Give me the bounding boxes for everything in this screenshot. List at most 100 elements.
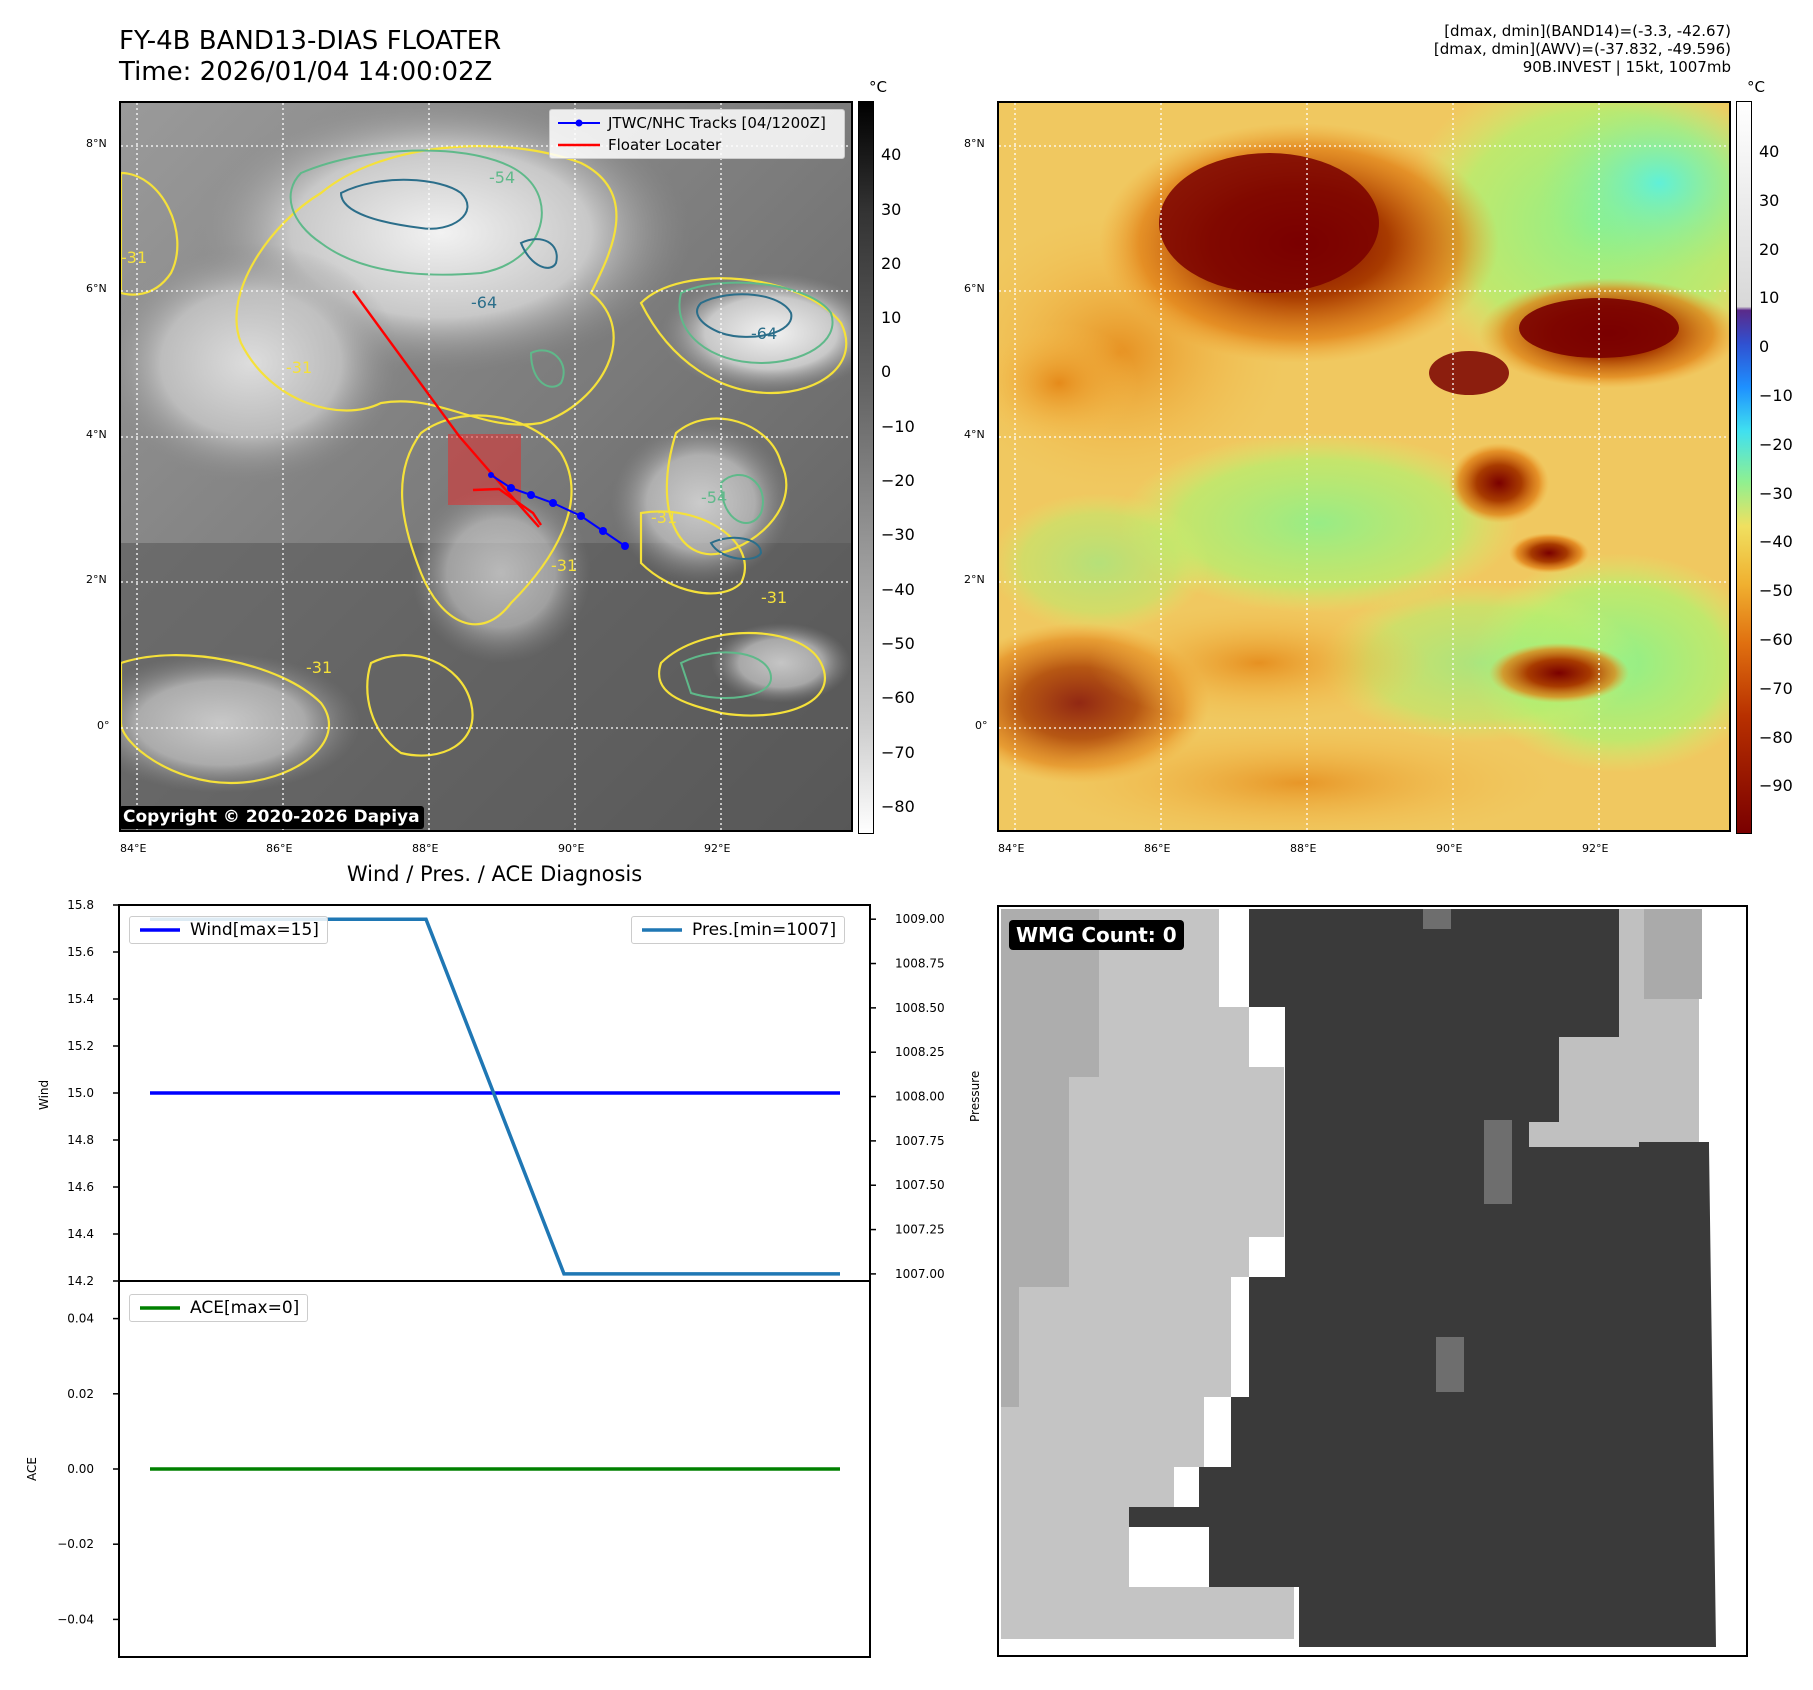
ace-legend: ACE[max=0]: [129, 1294, 309, 1322]
colorbar-awv-tick: 10: [1759, 288, 1780, 307]
track-legend-icon: [558, 119, 600, 127]
colorbar-awv-tick: −30: [1759, 484, 1793, 503]
contour-label-31: -31: [286, 358, 312, 377]
pressure-legend: Pres.[min=1007]: [631, 916, 846, 944]
legend-pres-label: Pres.[min=1007]: [692, 920, 837, 940]
jtwc-track-points: [488, 472, 629, 550]
ir-map-panel: -54 -64 -64 -31 -31 -31 -31 -31 -31 -54 …: [119, 101, 853, 832]
legend-item-ace: ACE[max=0]: [138, 1297, 299, 1319]
colorbar-awv-tick: 40: [1759, 142, 1780, 161]
awv-lat-tick: 4°N: [964, 428, 985, 441]
colorbar-awv-tick: −40: [1759, 532, 1793, 551]
contour-label-54: -54: [489, 168, 515, 187]
title-line-2: Time: 2026/01/04 14:00:02Z: [119, 57, 493, 87]
pressure-tick-label: 1008.75: [895, 957, 945, 971]
pressure-tick-label: 1009.00: [895, 912, 945, 926]
wmg-count-badge: WMG Count: 0: [1009, 920, 1184, 950]
contour-54: [289, 149, 834, 699]
awv-lat-tick: 8°N: [964, 137, 985, 150]
colorbar-awv: [1736, 101, 1752, 834]
colorbar-awv-tick: −20: [1759, 435, 1793, 454]
wind-legend-icon: [140, 928, 180, 932]
legend-item-tracks: JTWC/NHC Tracks [04/1200Z]: [556, 112, 838, 134]
contour-label-31c: -31: [651, 508, 677, 527]
map-legend: JTWC/NHC Tracks [04/1200Z] Floater Locat…: [549, 109, 845, 159]
stats-line-2: [dmax, dmin](AWV)=(-37.832, -49.596): [1433, 40, 1731, 58]
legend-wind-label: Wind[max=15]: [190, 920, 319, 940]
contour-64: [339, 178, 793, 560]
ace-tick-label: 0.00: [67, 1462, 94, 1476]
wind-tick-label: 15.2: [67, 1039, 94, 1053]
pressure-tick-label: 1008.00: [895, 1090, 945, 1104]
lon-tick: 86°E: [266, 842, 293, 855]
awv-lat-tick: 2°N: [964, 573, 985, 586]
wmg-image: [999, 907, 1746, 1655]
pressure-legend-icon: [642, 928, 682, 932]
colorbar-gray-tick: −70: [881, 743, 915, 762]
legend-item-pressure: Pres.[min=1007]: [640, 919, 836, 941]
awv-map-image: [999, 103, 1729, 830]
awv-map-panel: [997, 101, 1731, 832]
floater-line: [352, 290, 540, 528]
wind-tick-label: 15.8: [67, 898, 94, 912]
pressure-tick-label: 1007.25: [895, 1223, 945, 1237]
awv-lat-tick: 0°: [975, 719, 988, 732]
wind-tick-label: 14.4: [67, 1227, 94, 1241]
awv-lon-tick: 86°E: [1144, 842, 1171, 855]
colorbar-gray-tick: 10: [881, 308, 902, 327]
lat-tick: 2°N: [86, 573, 107, 586]
contour-label-31e: -31: [306, 658, 332, 677]
wind-tick-label: 14.6: [67, 1180, 94, 1194]
legend-item-wind: Wind[max=15]: [138, 919, 319, 941]
colorbar-awv-tick: −60: [1759, 630, 1793, 649]
title-line-1: FY-4B BAND13-DIAS FLOATER: [119, 26, 502, 56]
figure-title: FY-4B BAND13-DIAS FLOATER Time: 2026/01/…: [119, 26, 501, 88]
ace-axis-label: ACE: [25, 1457, 39, 1481]
colorbar-gray-tick: −60: [881, 688, 915, 707]
colorbar-gray-unit: °C: [869, 78, 887, 96]
wind-tick-label: 15.4: [67, 992, 94, 1006]
colorbar-gray-tick: −10: [881, 417, 915, 436]
ace-tick-label: −0.02: [57, 1537, 94, 1551]
colorbar-awv-tick: −90: [1759, 776, 1793, 795]
awv-lon-tick: 90°E: [1436, 842, 1463, 855]
lon-tick: 88°E: [412, 842, 439, 855]
colorbar-gray-tick: −80: [881, 797, 915, 816]
lat-tick: 0°: [97, 719, 110, 732]
colorbar-awv-tick: −70: [1759, 679, 1793, 698]
pressure-tick-label: 1007.00: [895, 1267, 945, 1281]
lon-tick: 90°E: [558, 842, 585, 855]
pressure-axis-label: Pressure: [968, 1070, 982, 1122]
wind-legend: Wind[max=15]: [129, 916, 328, 944]
wind-tick-label: 14.2: [67, 1274, 94, 1288]
awv-lon-tick: 84°E: [998, 842, 1025, 855]
pressure-series-line: [150, 917, 840, 1276]
pressure-tick-label: 1007.50: [895, 1178, 945, 1192]
contour-label-31d: -31: [551, 556, 577, 575]
lat-tick: 4°N: [86, 428, 107, 441]
colorbar-gray-tick: 30: [881, 200, 902, 219]
lon-tick: 84°E: [120, 842, 147, 855]
contour-label-64: -64: [471, 293, 497, 312]
wind-tick-label: 15.6: [67, 945, 94, 959]
legend-tracks-label: JTWC/NHC Tracks [04/1200Z]: [608, 114, 826, 132]
stats-block: [dmax, dmin](BAND14)=(-3.3, -42.67) [dma…: [1434, 22, 1731, 76]
colorbar-gray-tick: −20: [881, 471, 915, 490]
contour-label-54b: -54: [701, 488, 727, 507]
colorbar-gray-tick: −50: [881, 634, 915, 653]
wind-axis-label: Wind: [37, 1079, 51, 1110]
legend-floater-label: Floater Locater: [608, 136, 722, 154]
ace-legend-icon: [140, 1306, 180, 1310]
colorbar-awv-tick: 20: [1759, 240, 1780, 259]
colorbar-gray-tick: −30: [881, 525, 915, 544]
pressure-tick-label: 1008.50: [895, 1001, 945, 1015]
colorbar-awv-tick: −10: [1759, 386, 1793, 405]
contour-label-31f: -31: [761, 588, 787, 607]
lat-tick: 8°N: [86, 137, 107, 150]
pressure-tick-label: 1008.25: [895, 1045, 945, 1059]
colorbar-awv-tick: −50: [1759, 581, 1793, 600]
diagnosis-chart: 15.8 15.6 15.4 15.2 15.0 14.8 14.6 14.4 14.2 100…: [57, 898, 945, 1658]
contour-label-64b: -64: [751, 324, 777, 343]
awv-lon-tick: 92°E: [1582, 842, 1609, 855]
colorbar-awv-tick: 0: [1759, 337, 1770, 356]
